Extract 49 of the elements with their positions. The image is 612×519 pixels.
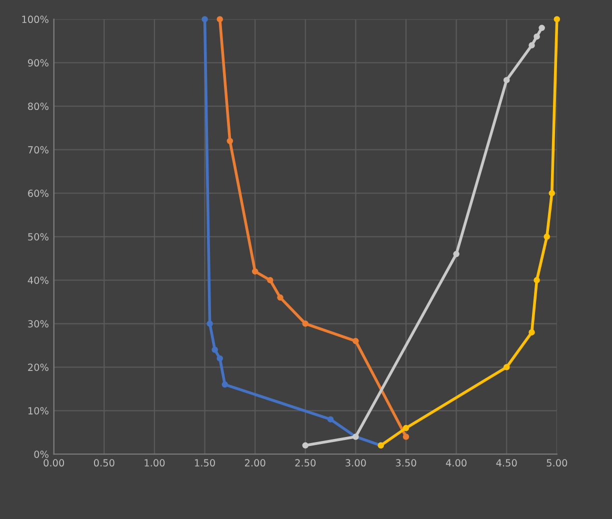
point xyxy=(554,16,560,22)
point xyxy=(402,434,410,440)
point xyxy=(206,320,213,327)
x-tick-label: 2.50 xyxy=(295,459,316,467)
y-tick-label: 50% xyxy=(28,233,48,240)
x-tick-label: 1.00 xyxy=(144,459,165,467)
x-tick-label: 0.50 xyxy=(94,459,114,467)
point xyxy=(402,424,410,432)
y-tick-label: 70% xyxy=(28,146,48,154)
point xyxy=(534,33,540,40)
point xyxy=(226,138,234,144)
point xyxy=(302,320,309,327)
x-tick-label: 4.00 xyxy=(446,459,466,467)
y-tick-label: 60% xyxy=(28,190,48,198)
point xyxy=(216,355,223,362)
x-tick-label: 5.00 xyxy=(546,459,568,467)
x-tick-label: 2.00 xyxy=(244,459,266,467)
point xyxy=(327,416,334,422)
point xyxy=(503,76,510,84)
x-tick-label: 0.00 xyxy=(44,459,64,467)
point xyxy=(352,338,359,344)
point xyxy=(267,277,274,284)
point xyxy=(503,364,510,370)
point xyxy=(548,190,556,196)
point xyxy=(538,24,545,32)
point xyxy=(534,277,540,284)
point xyxy=(528,42,535,48)
x-tick-label: 3.50 xyxy=(396,459,416,467)
y-tick-label: 90% xyxy=(28,59,48,67)
x-tick-label: 1.50 xyxy=(195,459,215,467)
point xyxy=(302,442,309,449)
y-tick-label: 40% xyxy=(28,276,48,284)
point xyxy=(216,16,223,22)
point xyxy=(222,381,228,388)
x-tick-label: 4.50 xyxy=(496,459,517,467)
y-tick-label: 100% xyxy=(22,16,48,24)
point xyxy=(277,294,284,301)
point xyxy=(453,250,460,258)
point xyxy=(212,346,218,353)
point xyxy=(202,16,208,22)
point xyxy=(528,329,535,336)
y-tick-label: 30% xyxy=(28,320,48,328)
point xyxy=(544,234,550,240)
y-tick-label: 20% xyxy=(28,364,48,371)
y-tick-label: 0% xyxy=(34,450,48,458)
y-tick-label: 80% xyxy=(28,102,48,110)
x-tick-label: 3.00 xyxy=(346,459,366,467)
point xyxy=(252,268,258,275)
y-tick-label: 10% xyxy=(28,407,48,414)
